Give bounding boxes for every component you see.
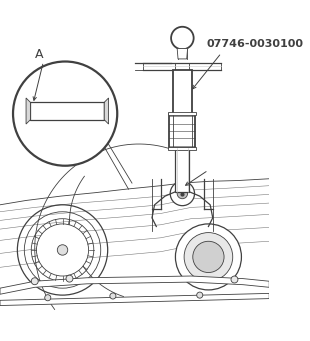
Polygon shape	[175, 148, 189, 192]
Text: A: A	[35, 48, 43, 61]
Circle shape	[175, 224, 241, 290]
Circle shape	[184, 233, 233, 281]
Circle shape	[37, 224, 89, 276]
Polygon shape	[26, 98, 30, 124]
Circle shape	[171, 27, 194, 49]
Text: 07746-0030100: 07746-0030100	[207, 39, 304, 49]
Circle shape	[170, 181, 195, 206]
FancyBboxPatch shape	[168, 112, 196, 115]
Circle shape	[177, 188, 188, 199]
Polygon shape	[173, 70, 192, 114]
Polygon shape	[0, 293, 269, 306]
Circle shape	[13, 61, 117, 166]
Circle shape	[45, 295, 51, 301]
Polygon shape	[30, 102, 104, 120]
Polygon shape	[0, 276, 269, 294]
Circle shape	[57, 245, 68, 255]
Circle shape	[231, 276, 238, 283]
FancyBboxPatch shape	[168, 147, 196, 150]
Circle shape	[193, 241, 224, 272]
Polygon shape	[104, 98, 108, 124]
Polygon shape	[169, 114, 195, 148]
Polygon shape	[177, 48, 188, 59]
Circle shape	[110, 293, 116, 299]
Circle shape	[31, 278, 38, 285]
Circle shape	[197, 292, 203, 298]
Circle shape	[66, 275, 73, 282]
